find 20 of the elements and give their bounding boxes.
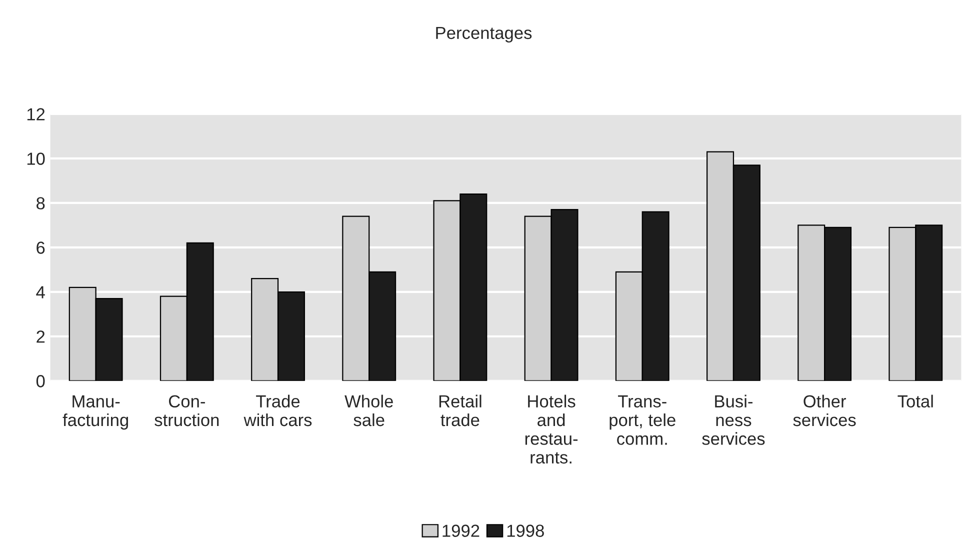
x-tick-label: Retail trade (439, 394, 482, 426)
y-tick-label: 0 (36, 375, 45, 388)
x-tick-label: Other services (793, 394, 856, 426)
x-tick-label: Trade with cars (244, 394, 312, 426)
chart-title: Percentages (436, 26, 532, 43)
legend-label: 1992 (442, 524, 480, 537)
x-tick-label: Con- struction (154, 395, 219, 426)
x-tick-label: Manu- facturing (62, 395, 128, 430)
y-tick-label: 10 (27, 152, 45, 165)
y-tick-label: 12 (27, 108, 45, 120)
y-tick-label: 2 (36, 330, 45, 343)
y-tick-label: 4 (36, 286, 45, 298)
x-tick-label: Total (898, 394, 933, 408)
x-tick-label: Trans- port, tele comm. (610, 395, 676, 445)
x-tick-label: Busi- ness services (702, 394, 765, 445)
y-tick-label: 8 (36, 197, 45, 210)
legend-label: 1998 (507, 524, 544, 537)
x-tick-label: Hotels and restau- rants. (525, 394, 578, 464)
y-tick-label: 6 (36, 242, 45, 254)
x-tick-label: Whole sale (344, 394, 393, 426)
